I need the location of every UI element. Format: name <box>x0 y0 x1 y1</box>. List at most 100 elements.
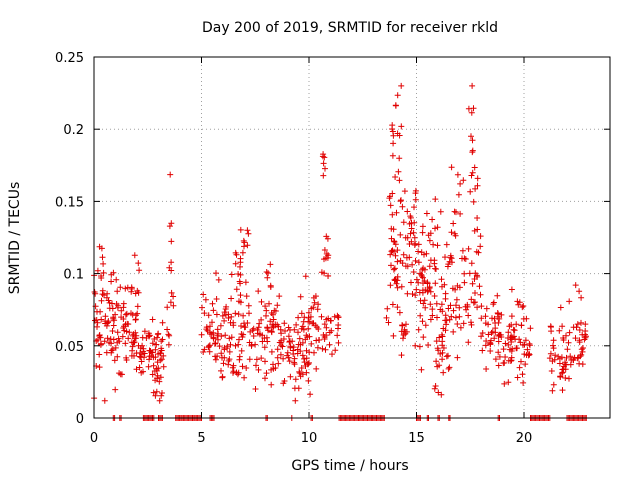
data-point <box>469 147 476 154</box>
data-point <box>394 277 401 284</box>
data-point <box>392 241 399 248</box>
data-point <box>461 270 468 277</box>
data-point <box>105 297 112 304</box>
data-point <box>505 341 512 348</box>
data-point <box>572 335 579 342</box>
data-point <box>468 109 475 116</box>
data-point <box>165 341 172 348</box>
data-point <box>389 190 396 197</box>
data-point <box>219 374 226 381</box>
data-point <box>104 335 111 342</box>
data-point <box>310 320 317 327</box>
data-point <box>122 285 129 292</box>
data-point <box>305 314 312 321</box>
data-point <box>385 319 392 326</box>
data-point <box>438 276 445 283</box>
data-point <box>398 82 405 89</box>
data-point <box>128 352 135 359</box>
y-tick-label: 0.15 <box>55 195 84 210</box>
data-point <box>495 349 502 356</box>
data-point <box>138 351 145 358</box>
data-point <box>419 274 426 281</box>
data-point <box>394 92 401 99</box>
data-point <box>396 177 403 184</box>
data-point <box>580 345 586 351</box>
data-point <box>303 355 310 362</box>
data-point <box>155 330 162 337</box>
data-point <box>258 298 265 305</box>
data-point <box>102 313 109 320</box>
data-point <box>442 290 449 297</box>
data-point <box>487 348 494 354</box>
data-point <box>154 334 161 341</box>
data-point <box>406 220 413 227</box>
data-point <box>256 320 263 327</box>
data-point <box>230 362 237 369</box>
data-point <box>221 344 228 351</box>
x-axis-label: GPS time / hours <box>291 458 408 474</box>
data-point <box>393 280 400 287</box>
data-point <box>265 270 272 277</box>
data-point <box>154 359 161 366</box>
data-point <box>418 249 425 256</box>
data-point <box>200 291 207 298</box>
data-point <box>419 318 426 325</box>
data-point <box>415 259 422 266</box>
data-point <box>559 369 566 376</box>
data-point <box>397 198 404 205</box>
data-point <box>151 368 158 374</box>
data-point <box>413 286 420 293</box>
data-point <box>476 283 483 290</box>
data-point <box>442 312 449 319</box>
data-point <box>468 133 474 140</box>
data-point <box>236 336 242 343</box>
data-point <box>412 342 419 349</box>
data-point <box>239 334 246 340</box>
data-point <box>113 276 120 283</box>
data-point <box>557 374 564 380</box>
data-point <box>549 387 556 394</box>
data-point <box>397 257 404 264</box>
data-point <box>432 383 439 389</box>
data-point <box>237 280 244 287</box>
data-point <box>399 322 406 329</box>
data-point <box>518 322 525 329</box>
data-point <box>241 320 247 327</box>
data-point <box>320 172 327 179</box>
data-point <box>223 303 230 310</box>
data-point <box>301 359 308 366</box>
data-point <box>403 254 410 261</box>
data-point <box>391 265 398 272</box>
data-point <box>159 319 166 326</box>
data-point <box>134 287 141 294</box>
data-point <box>457 210 464 217</box>
data-point <box>277 351 284 358</box>
plot-frame <box>93 56 611 419</box>
data-point <box>394 304 401 311</box>
data-point <box>313 337 320 344</box>
data-point <box>280 380 287 387</box>
data-point <box>323 233 330 240</box>
data-point <box>508 286 515 293</box>
data-point <box>210 335 217 342</box>
data-point <box>429 216 436 223</box>
data-point <box>491 335 498 342</box>
data-point <box>426 263 433 270</box>
data-point <box>409 261 416 268</box>
data-point <box>492 356 499 363</box>
data-point <box>268 328 275 335</box>
data-point <box>237 292 244 299</box>
data-point <box>295 314 302 321</box>
data-point <box>410 229 417 236</box>
data-point <box>404 290 411 297</box>
data-point <box>578 294 585 301</box>
data-point <box>471 227 478 234</box>
data-point <box>452 314 459 321</box>
data-point <box>472 299 478 306</box>
data-point <box>520 303 527 309</box>
data-point <box>412 196 419 203</box>
data-point <box>398 328 405 335</box>
data-point <box>403 321 409 328</box>
data-point <box>570 324 577 331</box>
data-point <box>472 290 478 296</box>
